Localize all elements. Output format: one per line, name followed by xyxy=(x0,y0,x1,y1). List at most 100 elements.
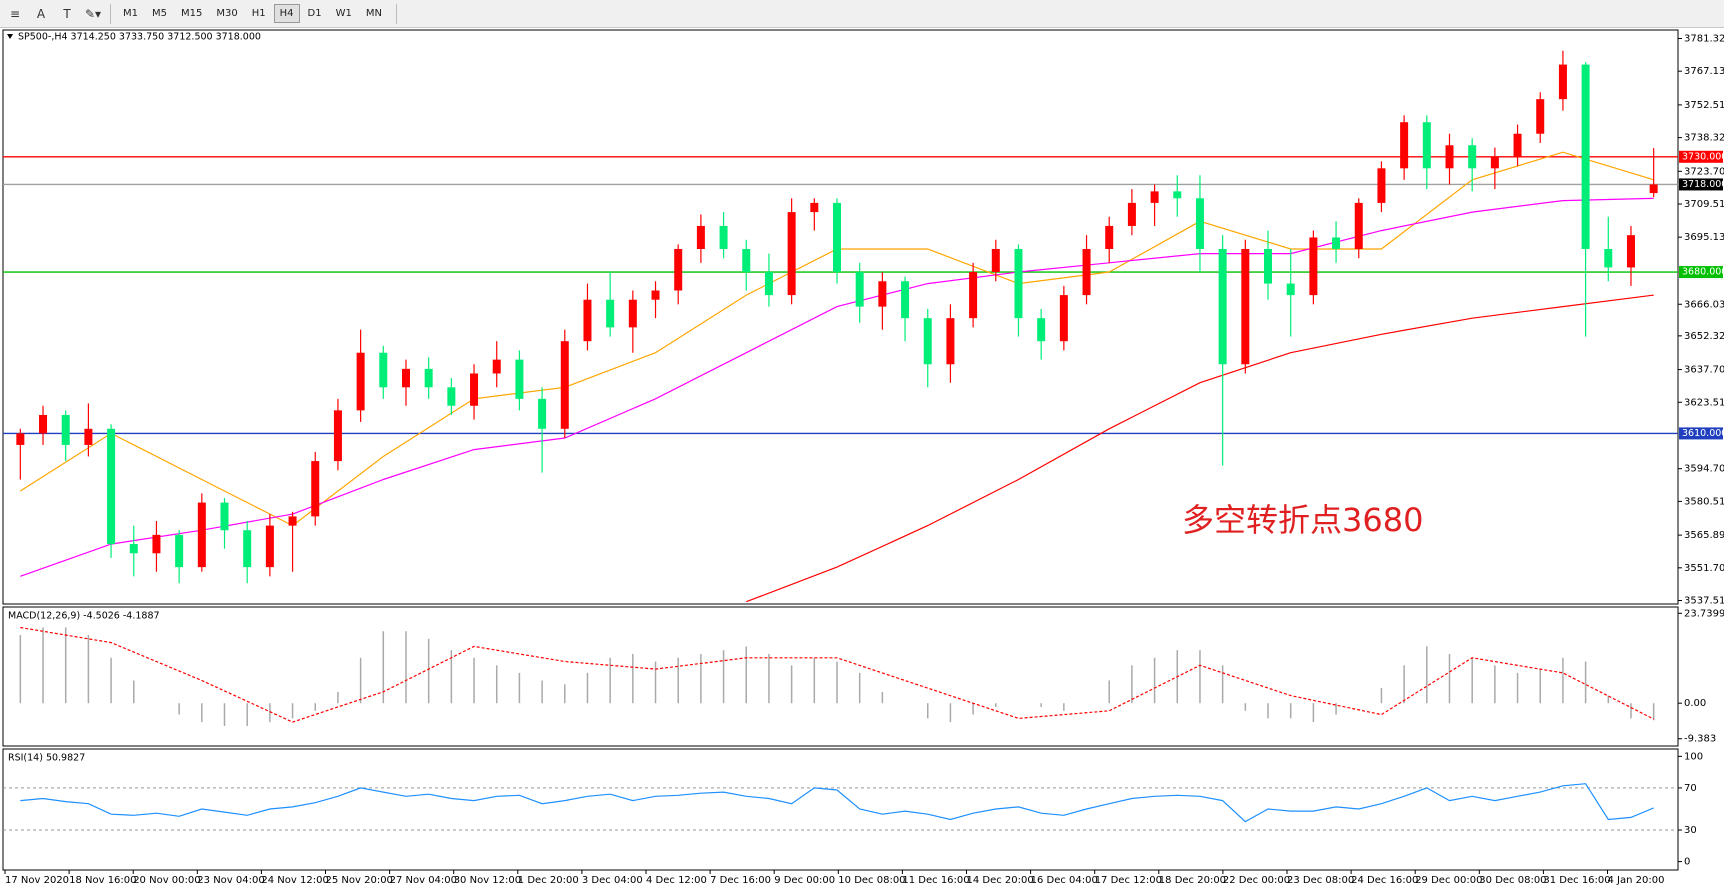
separator xyxy=(110,3,111,24)
candle-body xyxy=(379,352,388,388)
x-tick-label: 29 Dec 00:00 xyxy=(1415,875,1482,886)
candle-body xyxy=(1604,248,1613,268)
candle-body xyxy=(1173,191,1182,199)
candle-body xyxy=(1558,64,1567,100)
candle-body xyxy=(1468,145,1477,169)
y-tick-label: 3723.700 xyxy=(1684,166,1724,177)
x-tick-label: 22 Dec 00:00 xyxy=(1223,875,1290,886)
y-tick-label: 100 xyxy=(1684,751,1703,762)
candle-body xyxy=(991,248,1000,273)
candle-body xyxy=(1218,248,1227,365)
y-tick-label: 3537.510 xyxy=(1684,596,1724,607)
collapse-arrow xyxy=(7,34,13,39)
candle-body xyxy=(1626,235,1635,268)
candle-body xyxy=(969,272,978,319)
candle-body xyxy=(606,299,615,328)
annotation: 多空转折点3680 xyxy=(1182,501,1423,539)
candle-body xyxy=(311,461,320,517)
x-tick-label: 24 Dec 16:00 xyxy=(1351,875,1418,886)
x-tick-label: 4 Jan 20:00 xyxy=(1608,875,1665,886)
toolbar: ≡ A T ✎▾ M1 M5 M15 M30 H1 H4 D1 W1 MN xyxy=(0,0,1724,28)
macd-label: MACD(12,26,9) -4.5026 -4.1887 xyxy=(8,611,160,622)
x-tick-label: 17 Dec 12:00 xyxy=(1095,875,1162,886)
timeframe-button[interactable]: H4 xyxy=(273,4,300,23)
symbol-info: SP500-,H4 3714.250 3733.750 3712.500 371… xyxy=(18,32,261,43)
x-tick-label: 24 Nov 12:00 xyxy=(261,875,328,886)
candle-body xyxy=(401,368,410,388)
candle-body xyxy=(197,502,206,568)
level-label-box xyxy=(1679,178,1723,191)
arrow-tool[interactable]: ✎▾ xyxy=(84,6,102,21)
x-tick-label: 23 Nov 04:00 xyxy=(197,875,264,886)
label-tool[interactable]: T xyxy=(63,6,71,21)
timeframe-button[interactable]: H1 xyxy=(251,8,266,19)
x-tick-label: 14 Dec 20:00 xyxy=(967,875,1034,886)
candle-body xyxy=(107,428,116,545)
candle-body xyxy=(833,202,841,273)
y-tick-label: 3551.700 xyxy=(1684,563,1724,574)
y-tick-label: 3709.510 xyxy=(1684,199,1724,210)
x-tick-label: 20 Nov 00:00 xyxy=(133,875,200,886)
level-label: 3680.000 xyxy=(1682,267,1724,278)
candle-body xyxy=(1422,122,1431,169)
x-tick-label: 30 Dec 08:00 xyxy=(1479,875,1546,886)
candle-body xyxy=(538,398,547,429)
candle-body xyxy=(1513,133,1522,157)
candle-body xyxy=(447,387,456,406)
x-tick-label: 27 Nov 04:00 xyxy=(390,875,457,886)
candle-body xyxy=(175,534,184,568)
candle-body xyxy=(1490,156,1499,169)
y-tick-label: 3637.700 xyxy=(1684,365,1724,376)
candle-body xyxy=(243,530,252,568)
y-tick-label: 0.00 xyxy=(1684,698,1706,709)
timeframe-button[interactable]: M5 xyxy=(152,8,167,19)
moving-average-line xyxy=(746,294,1654,603)
candle-body xyxy=(424,368,433,388)
candle-body xyxy=(696,225,705,249)
level-label: 3730.000 xyxy=(1682,151,1724,162)
x-tick-label: 25 Nov 20:00 xyxy=(326,875,393,886)
chart: 3781.320 3767.130 3752.510 3738.320 3723.700… xyxy=(2,29,1724,886)
x-tick-label: 9 Dec 00:00 xyxy=(774,875,835,886)
candle-body xyxy=(946,318,955,365)
candle-body xyxy=(1354,202,1363,249)
y-tick-label: 3652.320 xyxy=(1684,331,1724,342)
y-tick-label: 3738.320 xyxy=(1684,133,1724,144)
timeframe-button[interactable]: W1 xyxy=(335,8,352,19)
x-tick-label: 11 Dec 16:00 xyxy=(902,875,969,886)
rsi-label: RSI(14) 50.9827 xyxy=(8,753,85,764)
level-label: 3610.000 xyxy=(1682,428,1724,439)
y-tick-label: 3623.510 xyxy=(1684,397,1724,408)
menu-icon[interactable]: ≡ xyxy=(9,6,21,21)
timeframe-button[interactable]: D1 xyxy=(307,8,322,19)
timeframe-button[interactable]: M1 xyxy=(123,8,138,19)
timeframe-button[interactable]: M30 xyxy=(216,8,238,19)
pane-border xyxy=(2,29,1679,605)
candle-body xyxy=(1037,318,1046,342)
y-tick-label: 3767.130 xyxy=(1684,66,1724,77)
y-tick-label: 70 xyxy=(1684,783,1697,794)
y-tick-label: -9.383 xyxy=(1684,734,1716,745)
x-tick-label: 30 Nov 12:00 xyxy=(454,875,521,886)
pane-border xyxy=(2,748,1679,871)
timeframe-button[interactable]: M15 xyxy=(181,8,203,19)
text-tool[interactable]: A xyxy=(36,6,46,21)
y-tick-label: 0 xyxy=(1684,857,1690,868)
level-label-box xyxy=(1679,150,1723,163)
candle-body xyxy=(1241,248,1250,365)
candle-body xyxy=(1150,191,1159,203)
candle-body xyxy=(84,428,93,445)
candle-body xyxy=(1309,237,1318,296)
candle-body xyxy=(16,433,25,445)
timeframe-button[interactable]: MN xyxy=(365,8,382,19)
candle-body xyxy=(1059,295,1068,342)
candle-body xyxy=(39,414,48,434)
candle-body xyxy=(152,534,161,554)
separator xyxy=(395,3,397,24)
y-tick-label: 3580.510 xyxy=(1684,496,1724,507)
x-tick-label: 4 Dec 12:00 xyxy=(646,875,707,886)
candle-body xyxy=(1400,122,1409,169)
candle-body xyxy=(651,290,660,300)
candle-body xyxy=(719,225,728,249)
pane-border xyxy=(2,606,1679,747)
